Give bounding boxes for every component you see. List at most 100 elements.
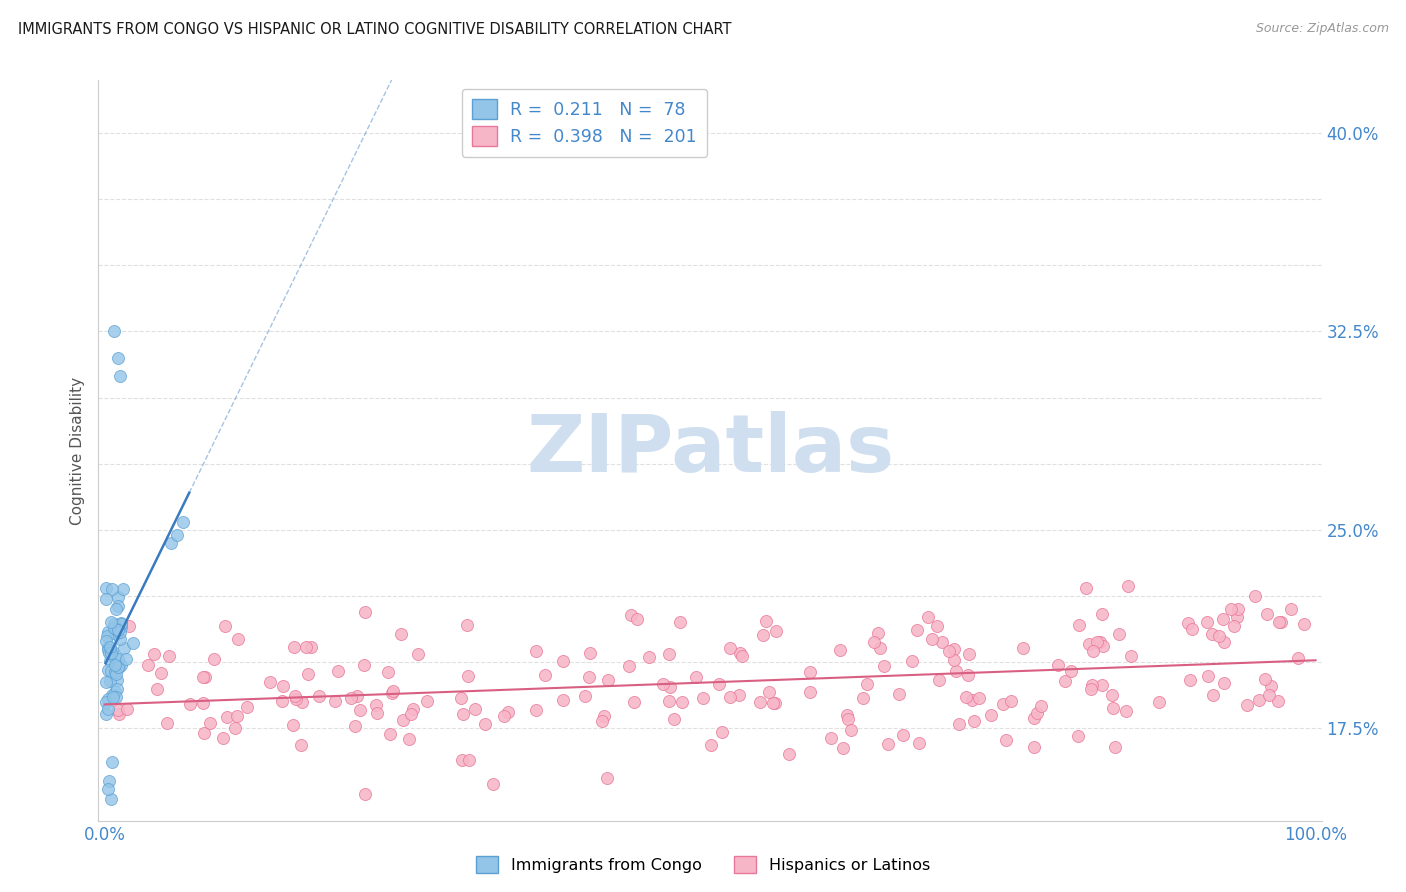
Point xyxy=(104,650,127,665)
Point xyxy=(1197,669,1219,683)
Point xyxy=(105,626,128,640)
Point xyxy=(1260,679,1282,693)
Point xyxy=(578,646,600,660)
Point xyxy=(1090,678,1112,692)
Point xyxy=(596,673,619,687)
Point xyxy=(1223,619,1246,633)
Point xyxy=(524,702,547,716)
Point xyxy=(94,591,117,606)
Point xyxy=(291,695,314,709)
Point xyxy=(107,599,129,613)
Point xyxy=(343,719,366,733)
Text: IMMIGRANTS FROM CONGO VS HISPANIC OR LATINO COGNITIVE DISABILITY CORRELATION CHA: IMMIGRANTS FROM CONGO VS HISPANIC OR LAT… xyxy=(18,22,731,37)
Point xyxy=(945,664,967,678)
Point xyxy=(1022,740,1045,755)
Point xyxy=(103,621,125,635)
Point xyxy=(1012,640,1035,655)
Point xyxy=(638,650,661,665)
Point xyxy=(731,648,754,663)
Point xyxy=(110,369,132,384)
Point xyxy=(876,738,898,752)
Point xyxy=(464,702,486,716)
Point xyxy=(157,648,180,663)
Point xyxy=(297,666,319,681)
Point xyxy=(835,708,858,723)
Point xyxy=(211,731,233,745)
Point xyxy=(841,723,863,737)
Point xyxy=(749,695,772,709)
Point xyxy=(354,787,377,801)
Point xyxy=(1201,626,1223,640)
Point xyxy=(1249,692,1271,706)
Point xyxy=(98,774,121,789)
Point xyxy=(270,694,292,708)
Point xyxy=(551,654,574,668)
Point xyxy=(492,709,515,723)
Point xyxy=(100,689,122,703)
Point xyxy=(685,670,707,684)
Point xyxy=(799,665,821,679)
Point xyxy=(887,687,910,701)
Point xyxy=(94,695,117,709)
Point xyxy=(620,607,643,622)
Point xyxy=(160,536,183,550)
Point xyxy=(115,651,138,665)
Point xyxy=(100,646,122,660)
Point xyxy=(710,725,733,739)
Point xyxy=(596,771,619,785)
Point xyxy=(94,674,117,689)
Point xyxy=(917,610,939,624)
Point xyxy=(104,685,127,699)
Point xyxy=(1178,673,1201,688)
Point xyxy=(349,703,371,717)
Point xyxy=(202,651,225,665)
Point xyxy=(103,617,125,632)
Point xyxy=(1226,609,1249,624)
Point xyxy=(283,640,305,655)
Point xyxy=(551,693,574,707)
Point xyxy=(957,647,980,661)
Point xyxy=(1091,607,1114,622)
Point xyxy=(993,697,1015,711)
Point xyxy=(1081,644,1104,658)
Point xyxy=(97,640,120,655)
Point xyxy=(948,717,970,731)
Point xyxy=(107,351,129,365)
Point xyxy=(1268,615,1291,630)
Point xyxy=(908,736,931,750)
Point xyxy=(402,702,425,716)
Point xyxy=(105,690,128,704)
Point xyxy=(149,665,172,680)
Point xyxy=(1074,581,1097,595)
Point xyxy=(1101,689,1123,703)
Point xyxy=(831,741,853,756)
Point xyxy=(100,640,122,654)
Point xyxy=(96,629,118,643)
Point xyxy=(1244,589,1267,603)
Point xyxy=(451,753,474,767)
Point xyxy=(820,731,842,745)
Point xyxy=(121,635,143,649)
Point xyxy=(1219,602,1241,616)
Point xyxy=(108,632,131,646)
Point xyxy=(117,702,139,716)
Point xyxy=(236,700,259,714)
Point xyxy=(105,673,128,687)
Point xyxy=(104,667,127,681)
Point xyxy=(905,623,928,637)
Point xyxy=(942,653,965,667)
Point xyxy=(94,707,117,722)
Point xyxy=(658,681,681,695)
Point xyxy=(1092,640,1115,654)
Point xyxy=(103,658,125,673)
Point xyxy=(98,674,121,689)
Text: ZIPatlas: ZIPatlas xyxy=(526,411,894,490)
Point xyxy=(105,622,128,636)
Point xyxy=(1257,689,1279,703)
Point xyxy=(994,733,1017,747)
Point xyxy=(1292,616,1315,631)
Point xyxy=(284,692,307,706)
Point xyxy=(226,709,249,723)
Point xyxy=(108,659,131,673)
Point xyxy=(980,707,1002,722)
